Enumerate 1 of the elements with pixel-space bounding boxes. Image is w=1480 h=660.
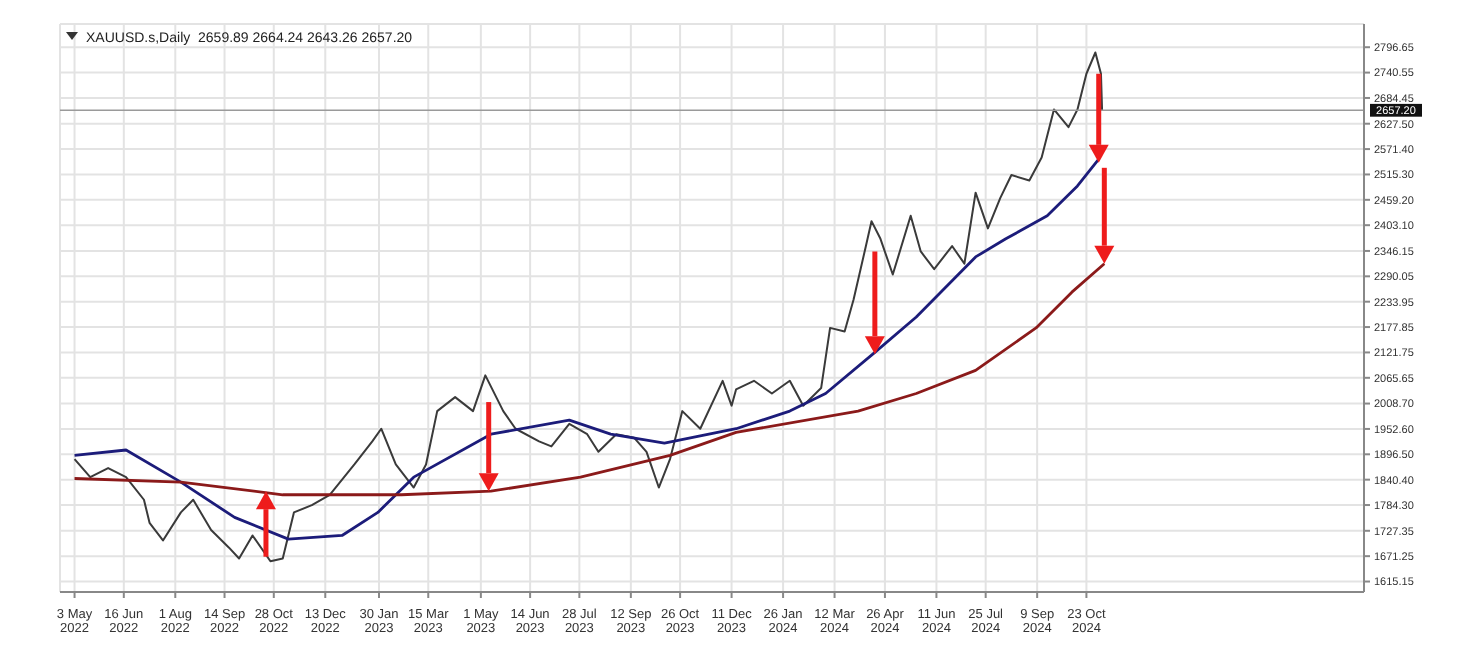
line-series — [73, 51, 1104, 563]
